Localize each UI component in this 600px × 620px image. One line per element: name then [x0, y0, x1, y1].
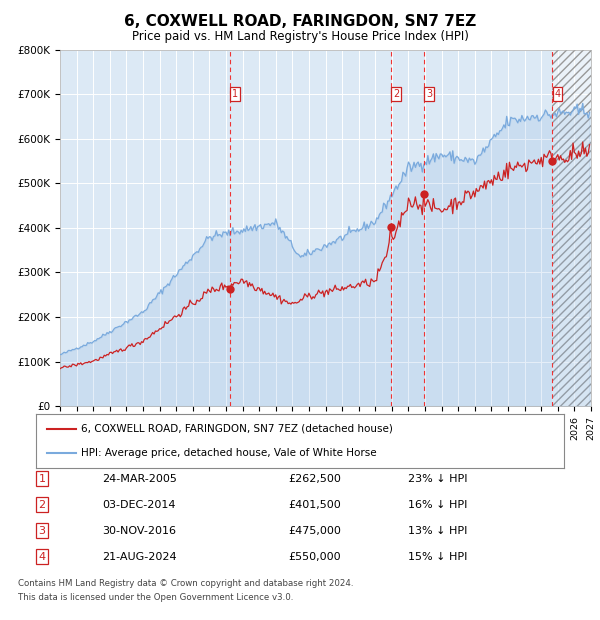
Text: 3: 3 — [38, 526, 46, 536]
Text: 13% ↓ HPI: 13% ↓ HPI — [408, 526, 467, 536]
Text: 23% ↓ HPI: 23% ↓ HPI — [408, 474, 467, 484]
Text: 15% ↓ HPI: 15% ↓ HPI — [408, 552, 467, 562]
Text: 21-AUG-2024: 21-AUG-2024 — [102, 552, 176, 562]
Bar — [552, 50, 591, 406]
Text: This data is licensed under the Open Government Licence v3.0.: This data is licensed under the Open Gov… — [18, 593, 293, 602]
Text: Price paid vs. HM Land Registry's House Price Index (HPI): Price paid vs. HM Land Registry's House … — [131, 30, 469, 43]
Text: £401,500: £401,500 — [288, 500, 341, 510]
Text: 1: 1 — [38, 474, 46, 484]
Text: HPI: Average price, detached house, Vale of White Horse: HPI: Average price, detached house, Vale… — [81, 448, 377, 458]
Text: 03-DEC-2014: 03-DEC-2014 — [102, 500, 176, 510]
Text: 2: 2 — [38, 500, 46, 510]
Text: 3: 3 — [426, 89, 433, 99]
Text: 4: 4 — [554, 89, 560, 99]
Text: 4: 4 — [38, 552, 46, 562]
Text: 1: 1 — [232, 89, 238, 99]
Text: 24-MAR-2005: 24-MAR-2005 — [102, 474, 177, 484]
Text: £475,000: £475,000 — [288, 526, 341, 536]
Text: Contains HM Land Registry data © Crown copyright and database right 2024.: Contains HM Land Registry data © Crown c… — [18, 579, 353, 588]
Text: 16% ↓ HPI: 16% ↓ HPI — [408, 500, 467, 510]
Text: £262,500: £262,500 — [288, 474, 341, 484]
Text: 6, COXWELL ROAD, FARINGDON, SN7 7EZ (detached house): 6, COXWELL ROAD, FARINGDON, SN7 7EZ (det… — [81, 424, 393, 434]
Text: 2: 2 — [393, 89, 399, 99]
Text: 6, COXWELL ROAD, FARINGDON, SN7 7EZ: 6, COXWELL ROAD, FARINGDON, SN7 7EZ — [124, 14, 476, 29]
Text: 30-NOV-2016: 30-NOV-2016 — [102, 526, 176, 536]
Text: £550,000: £550,000 — [288, 552, 341, 562]
